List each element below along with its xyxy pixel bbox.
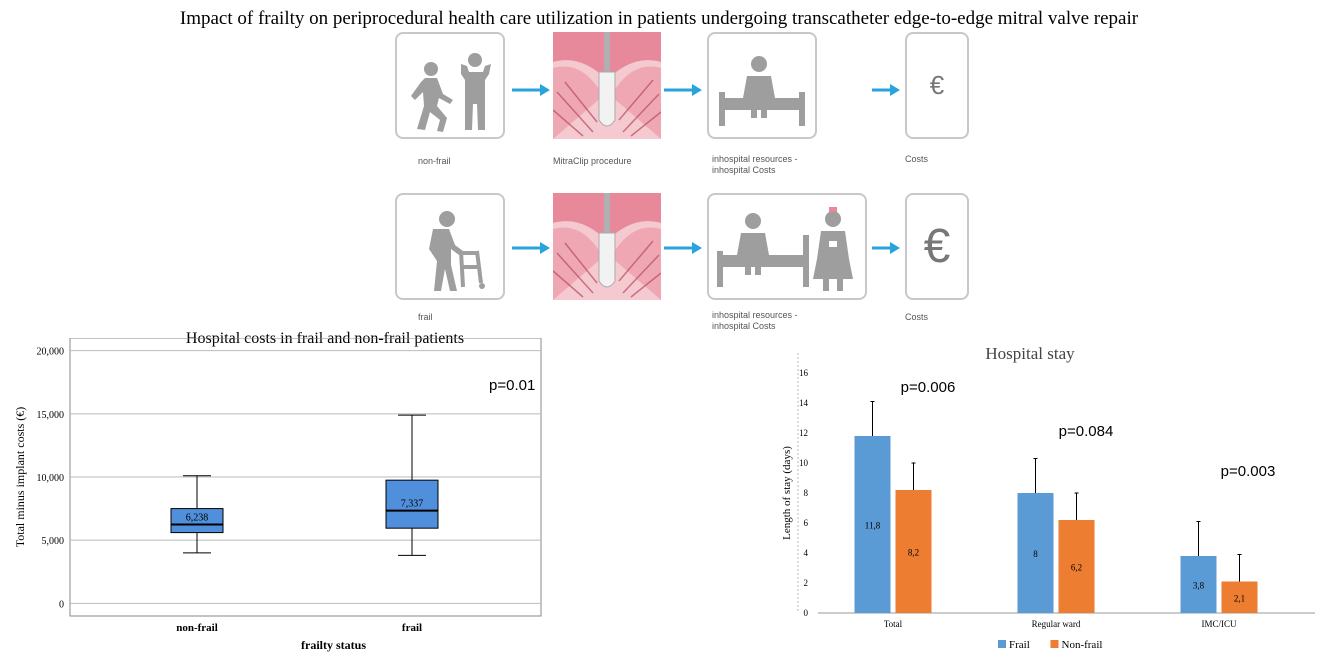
p-value-annotation: p=0.003: [1221, 463, 1276, 480]
y-tick-label: 15,000: [37, 410, 65, 421]
box: [385, 479, 439, 529]
bar-value-label: 6,2: [1071, 563, 1082, 573]
euro-icon: €: [929, 70, 945, 100]
figure-title: Impact of frailty on periprocedural heal…: [179, 8, 1139, 29]
cost-tile-2: €: [905, 193, 969, 300]
bar-frail: [1180, 556, 1217, 613]
bar-frail: [1017, 493, 1054, 613]
legend-swatch: [998, 640, 1006, 648]
flow-label-inhospital-1: inhospital resources - inhospital Costs: [712, 154, 798, 175]
y-tick-label: 10: [799, 458, 809, 468]
frail-tile: [395, 193, 505, 300]
patient-and-nurse-icon: [717, 207, 853, 291]
x-tick-label: frail: [402, 622, 422, 634]
legend-swatch: [1050, 640, 1059, 648]
bar-value-label: 3,8: [1193, 581, 1205, 591]
cost-tile-1: €: [905, 32, 969, 139]
bar-value-label: 2,1: [1234, 593, 1245, 603]
walking-people-icon: [411, 53, 491, 132]
y-tick-label: 2: [804, 578, 809, 588]
flow-label-mitraclip: MitraClip procedure: [553, 156, 632, 166]
non-frail-tile: [395, 32, 505, 139]
bar-value-label: 11,8: [865, 521, 881, 531]
box-plot-chart: 0 5,000 10,000 15,000 20,000 Total minus impl…: [13, 338, 542, 652]
x-axis-label: frailty status: [301, 638, 366, 652]
flow-label-frail: frail: [418, 312, 433, 322]
median-label: 7,337: [401, 499, 424, 510]
bar-value-label: 8,2: [908, 548, 919, 558]
y-tick-label: 20,000: [37, 347, 65, 358]
legend-label: Non-frail: [1062, 639, 1103, 651]
y-tick-label: 14: [799, 398, 809, 408]
arrow-right-icon: [872, 242, 900, 254]
x-tick-label: IMC/ICU: [1201, 619, 1237, 629]
median-label: 6,238: [186, 513, 209, 524]
mitraclip-image-1: [553, 32, 661, 139]
bar-value-label: 8: [1033, 549, 1038, 559]
inhospital-tile-1: [707, 32, 817, 139]
y-tick-label: 0: [59, 599, 64, 610]
bar-chart: 0 2 4 6 8 10 12 14 16 Length of stay (days) 11,8 8,…: [781, 353, 1315, 651]
bar-frail: [854, 436, 891, 613]
arrow-right-icon: [512, 242, 550, 254]
flow-label-non-frail: non-frail: [418, 156, 451, 166]
x-tick-label: non-frail: [176, 622, 218, 634]
p-value-annotation: p=0.01: [489, 377, 535, 394]
y-tick-label: 10,000: [37, 473, 65, 484]
mitraclip-clip-icon: [553, 193, 661, 300]
bar-non-frail: [1058, 520, 1095, 613]
bar-chart-title: Hospital stay: [985, 344, 1075, 363]
legend-label: Frail: [1009, 639, 1030, 651]
y-tick-label: 5,000: [42, 536, 65, 547]
flow-label-costs-2: Costs: [905, 312, 929, 322]
flow-label-inhospital-2: inhospital resources - inhospital Costs: [712, 310, 798, 331]
bar-non-frail: [1221, 581, 1258, 613]
arrow-right-icon: [664, 84, 702, 96]
patient-in-bed-icon: [719, 56, 805, 126]
elderly-walker-icon: [429, 211, 485, 291]
x-tick-label: Total: [884, 619, 903, 629]
y-tick-label: 0: [804, 608, 809, 618]
y-tick-label: 12: [799, 428, 808, 438]
y-axis-label: Length of stay (days): [781, 446, 793, 540]
y-tick-label: 16: [799, 368, 809, 378]
mitraclip-clip-icon: [553, 32, 661, 139]
euro-large-icon: €: [923, 220, 951, 273]
arrow-right-icon: [872, 84, 900, 96]
mitraclip-image-2: [553, 193, 661, 300]
p-value-annotation: p=0.084: [1059, 423, 1114, 440]
box: [170, 508, 224, 534]
bar-non-frail: [895, 490, 932, 613]
arrow-right-icon: [512, 84, 550, 96]
y-tick-label: 4: [804, 548, 809, 558]
flow-label-costs-1: Costs: [905, 154, 929, 164]
inhospital-tile-2: [707, 193, 867, 300]
arrow-right-icon: [664, 242, 702, 254]
y-tick-label: 8: [804, 488, 809, 498]
y-axis-label: Total minus implant costs (€): [13, 407, 27, 547]
p-value-annotation: p=0.006: [901, 379, 956, 396]
y-tick-label: 6: [804, 518, 809, 528]
x-tick-label: Regular ward: [1032, 619, 1081, 629]
